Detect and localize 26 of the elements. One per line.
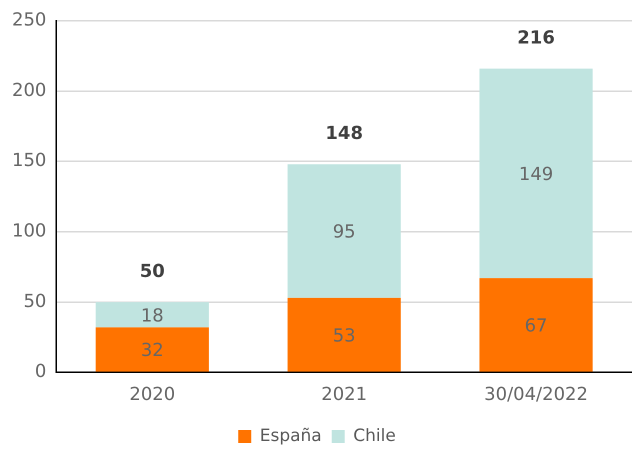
total-label: 50 xyxy=(140,260,165,282)
data-label: 53 xyxy=(332,325,356,346)
x-tick-label: 2021 xyxy=(321,384,368,405)
bar xyxy=(96,327,209,372)
bar xyxy=(479,278,593,372)
data-label: 95 xyxy=(332,222,356,243)
data-label: 18 xyxy=(140,305,164,326)
x-tick-label: 30/04/2022 xyxy=(484,384,588,405)
bar xyxy=(96,302,209,328)
data-label: 32 xyxy=(140,340,164,362)
bar xyxy=(288,298,401,372)
legend-label: España xyxy=(260,426,322,446)
total-label: 216 xyxy=(517,27,555,48)
y-tick-label: 50 xyxy=(23,290,46,312)
y-tick-label: 250 xyxy=(12,9,46,30)
data-label: 67 xyxy=(524,316,548,337)
y-tick-label: 200 xyxy=(12,80,46,101)
x-tick-label: 2020 xyxy=(129,384,176,405)
y-tick-label: 100 xyxy=(12,220,46,242)
legend-label: Chile xyxy=(353,426,396,446)
y-tick-label: 150 xyxy=(12,150,46,172)
bar xyxy=(479,68,593,278)
total-label: 148 xyxy=(325,122,363,144)
y-tick-label: 0 xyxy=(34,361,46,382)
data-label: 149 xyxy=(518,164,554,186)
bar xyxy=(288,164,401,298)
